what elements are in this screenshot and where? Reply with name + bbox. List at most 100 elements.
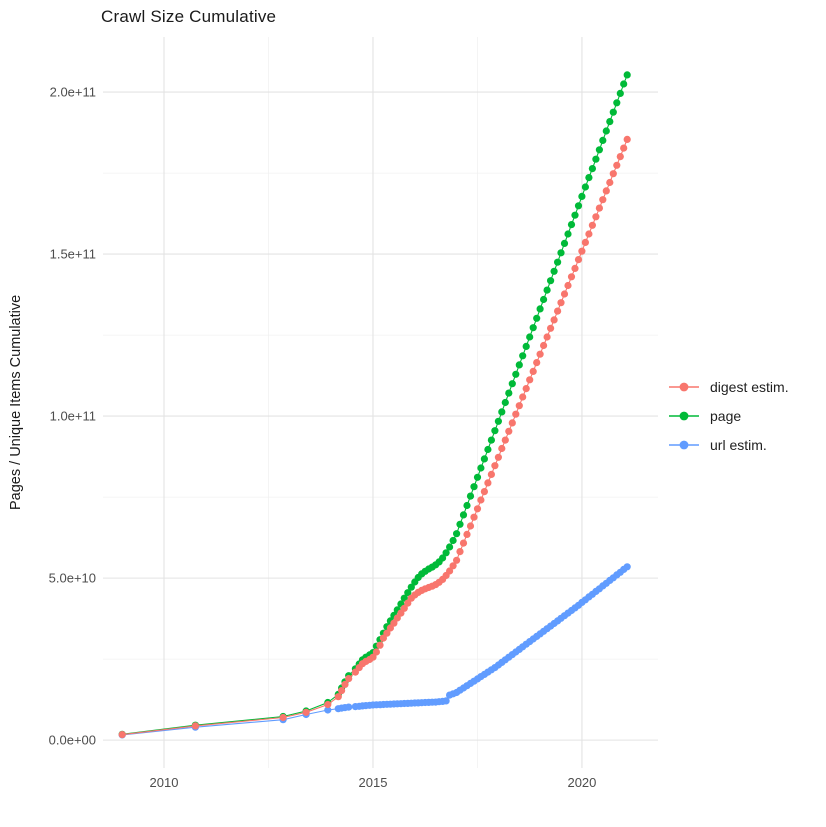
data-point <box>599 136 607 144</box>
y-tick-label: 2.0e+11 <box>50 85 96 100</box>
data-point <box>581 238 590 246</box>
data-point <box>491 462 499 470</box>
x-tick-label: 2015 <box>359 775 388 790</box>
data-point <box>550 267 558 275</box>
data-point <box>554 307 562 315</box>
data-point <box>574 202 583 210</box>
data-point <box>505 389 513 397</box>
data-point <box>446 567 454 575</box>
data-point <box>571 264 579 272</box>
data-point <box>512 370 520 378</box>
data-point <box>459 539 468 547</box>
x-tick-label: 2010 <box>150 775 179 790</box>
data-point <box>595 146 604 154</box>
data-point <box>536 305 544 313</box>
data-point <box>592 155 600 163</box>
data-point <box>606 178 614 187</box>
data-point <box>602 187 610 195</box>
x-tick-label: 2020 <box>567 775 596 790</box>
data-point <box>560 290 569 298</box>
data-point <box>324 706 332 714</box>
data-point <box>484 445 492 454</box>
data-point <box>616 89 624 97</box>
data-point <box>613 99 621 107</box>
data-point <box>473 505 482 513</box>
data-point <box>529 367 537 375</box>
data-point <box>533 359 541 367</box>
data-point <box>515 361 523 369</box>
legend-item-digest: digest estim. <box>668 377 789 397</box>
data-point <box>470 483 478 491</box>
data-point <box>519 393 527 401</box>
data-point <box>623 71 631 79</box>
data-point <box>616 153 624 161</box>
data-point <box>484 479 492 487</box>
data-point <box>480 488 488 496</box>
data-point <box>620 144 628 152</box>
data-point <box>369 653 377 661</box>
legend-label-digest: digest estim. <box>710 379 789 395</box>
data-point <box>574 256 583 264</box>
chart-title: Crawl Size Cumulative <box>101 7 277 26</box>
data-point <box>578 192 586 200</box>
data-point <box>533 314 541 322</box>
data-point <box>522 342 530 350</box>
data-point <box>302 708 310 716</box>
data-point <box>372 648 380 656</box>
url-series-key-icon <box>669 440 699 450</box>
data-point <box>407 583 415 591</box>
data-point <box>118 731 126 739</box>
legend-item-url: url estim. <box>668 435 789 455</box>
data-point <box>560 239 569 247</box>
y-tick-label: 1.5e+11 <box>50 247 96 262</box>
data-point <box>620 80 628 88</box>
digest-series-key-icon <box>669 382 699 392</box>
data-point <box>571 211 579 219</box>
data-point <box>334 693 342 701</box>
data-point <box>466 492 475 500</box>
data-point <box>453 530 461 538</box>
data-point <box>540 341 548 350</box>
data-point <box>501 436 509 444</box>
data-point <box>477 464 485 472</box>
data-point <box>613 161 621 169</box>
data-point <box>487 436 495 444</box>
data-point <box>585 230 593 238</box>
data-point <box>494 417 502 425</box>
data-point <box>526 333 534 341</box>
data-point <box>501 398 509 407</box>
data-point <box>498 444 506 453</box>
data-point <box>554 258 562 266</box>
data-point <box>442 697 450 705</box>
data-point <box>191 722 199 730</box>
data-point <box>466 522 475 530</box>
data-point <box>463 530 471 539</box>
data-point <box>588 165 597 173</box>
data-point <box>519 352 527 360</box>
data-point <box>526 376 534 384</box>
data-point <box>557 299 565 307</box>
data-point <box>602 127 610 135</box>
data-point <box>449 562 457 570</box>
data-point <box>480 455 488 463</box>
data-point <box>446 543 454 551</box>
data-point <box>463 501 471 510</box>
data-point <box>390 619 398 627</box>
data-point <box>345 703 353 711</box>
data-point <box>515 402 523 410</box>
data-point <box>383 629 391 637</box>
data-point <box>543 286 551 294</box>
legend-label-page: page <box>710 408 742 424</box>
data-point <box>508 380 516 388</box>
data-point <box>585 174 593 182</box>
y-tick-label: 5.0e+10 <box>49 571 96 586</box>
data-point <box>498 408 506 416</box>
data-point <box>491 427 499 435</box>
data-point <box>494 453 502 461</box>
data-point <box>547 277 555 285</box>
data-point <box>592 213 600 221</box>
page-series-key-icon <box>669 411 699 421</box>
data-point <box>547 324 555 332</box>
